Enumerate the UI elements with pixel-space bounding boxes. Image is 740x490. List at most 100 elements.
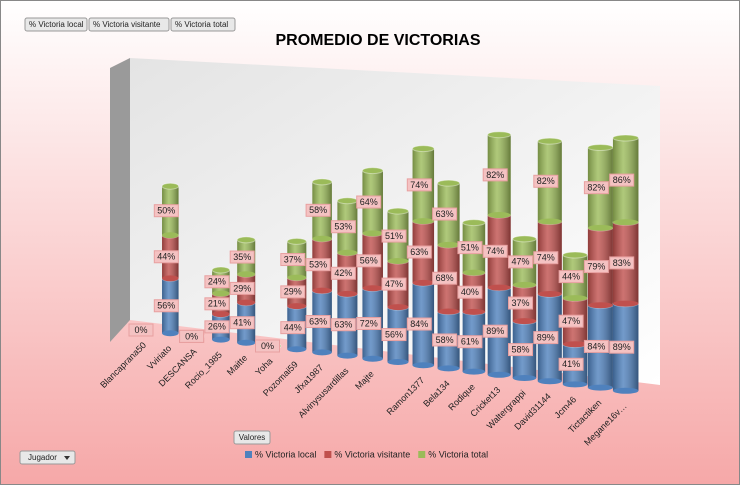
cylinder-bottom bbox=[287, 346, 307, 353]
cylinder-bottom bbox=[362, 355, 383, 362]
data-label-box bbox=[457, 285, 483, 299]
cylinder-bottom bbox=[237, 271, 256, 278]
data-label-text: 44% bbox=[562, 271, 580, 281]
row-button[interactable] bbox=[19, 450, 76, 465]
data-label-box bbox=[204, 275, 230, 289]
data-label: 24% bbox=[204, 275, 230, 289]
data-label: 40% bbox=[457, 285, 483, 299]
data-label: 47% bbox=[381, 277, 407, 291]
data-label-box bbox=[229, 281, 255, 295]
legend-swatch bbox=[324, 451, 332, 458]
cylinder-top bbox=[387, 207, 409, 215]
field-button[interactable] bbox=[170, 17, 236, 32]
data-label: 72% bbox=[356, 317, 382, 331]
cylinder-bottom bbox=[412, 279, 435, 286]
data-label-box bbox=[583, 260, 609, 274]
cylinder-top bbox=[161, 182, 180, 190]
cylinder-bottom bbox=[237, 339, 256, 346]
cylinder-top bbox=[236, 236, 256, 244]
cylinder-bottom bbox=[487, 371, 511, 378]
data-label: 41% bbox=[229, 316, 255, 330]
cylinder-bottom bbox=[537, 218, 562, 225]
cylinder-bottom bbox=[412, 362, 435, 369]
cylinder-bottom bbox=[587, 384, 613, 391]
data-label-box bbox=[128, 323, 154, 337]
cylinder-bottom bbox=[487, 284, 511, 291]
cylinder-bottom bbox=[412, 218, 435, 225]
data-label: 35% bbox=[229, 250, 255, 264]
values-button[interactable] bbox=[233, 430, 271, 445]
data-label-box bbox=[508, 296, 533, 310]
data-label-text: 63% bbox=[309, 316, 327, 326]
legend-swatch bbox=[418, 451, 426, 458]
data-label: 63% bbox=[305, 315, 331, 329]
chart-title: PROMEDIO DE VICTORIAS bbox=[275, 32, 480, 49]
cylinder-bottom bbox=[162, 330, 179, 337]
data-label-text: 0% bbox=[185, 331, 198, 341]
cylinder-bottom bbox=[287, 274, 307, 281]
data-label-text: 24% bbox=[208, 277, 226, 287]
data-label-box bbox=[153, 299, 179, 313]
data-label-box bbox=[482, 244, 508, 258]
data-label-text: 37% bbox=[511, 298, 529, 308]
cylinder-bottom bbox=[212, 336, 230, 343]
data-label-text: 58% bbox=[436, 335, 454, 345]
cylinder-top bbox=[612, 134, 639, 142]
field-button-label: % Victoria local bbox=[29, 20, 84, 29]
data-label-text: 74% bbox=[410, 180, 428, 190]
field-button[interactable] bbox=[24, 17, 88, 32]
cylinder-bottom bbox=[562, 341, 588, 348]
row-button-label: Jugador bbox=[28, 453, 57, 462]
data-label-text: 41% bbox=[233, 318, 251, 328]
data-label-box bbox=[330, 220, 356, 234]
cylinder-bottom bbox=[212, 311, 230, 318]
data-label-box bbox=[609, 173, 635, 187]
data-label: 79% bbox=[583, 260, 609, 274]
data-label-text: 82% bbox=[537, 176, 555, 186]
data-label-box bbox=[432, 271, 458, 285]
cylinder-bottom bbox=[462, 308, 486, 315]
data-label: 51% bbox=[381, 229, 407, 243]
side-wall bbox=[110, 58, 130, 342]
cylinder-bottom bbox=[237, 299, 256, 306]
data-label: 84% bbox=[406, 317, 432, 331]
cylinder-bottom bbox=[512, 281, 537, 288]
data-label-box bbox=[255, 339, 280, 353]
data-label: 63% bbox=[432, 207, 458, 221]
data-label-text: 53% bbox=[309, 260, 327, 270]
data-label: 42% bbox=[330, 266, 356, 280]
data-label-text: 56% bbox=[385, 329, 403, 339]
cylinder-bottom bbox=[387, 258, 409, 265]
legend-label: % Victoria local bbox=[255, 449, 316, 459]
data-label-text: 89% bbox=[613, 342, 631, 352]
cylinder-bottom bbox=[437, 241, 460, 248]
data-label-box bbox=[280, 321, 306, 335]
data-label-text: 72% bbox=[360, 318, 378, 328]
data-label-text: 56% bbox=[360, 256, 378, 266]
data-label: 47% bbox=[558, 314, 584, 328]
data-label: 47% bbox=[508, 255, 533, 269]
cylinder-bottom bbox=[387, 304, 409, 311]
data-label-text: 40% bbox=[461, 287, 479, 297]
data-label-text: 47% bbox=[511, 257, 529, 267]
data-label-box bbox=[533, 251, 559, 265]
data-label-text: 83% bbox=[613, 258, 631, 268]
data-label: 86% bbox=[609, 173, 635, 187]
data-label: 68% bbox=[432, 271, 458, 285]
data-label: 89% bbox=[533, 331, 559, 345]
data-label-text: 68% bbox=[436, 273, 454, 283]
data-label-box bbox=[229, 250, 255, 264]
data-label-box bbox=[330, 318, 356, 332]
cylinder-top bbox=[211, 266, 231, 274]
cylinder-bottom bbox=[612, 387, 639, 394]
data-label: 0% bbox=[179, 329, 205, 343]
data-label-text: 41% bbox=[562, 359, 580, 369]
data-label-text: 84% bbox=[410, 319, 428, 329]
data-label: 56% bbox=[381, 328, 407, 342]
field-button[interactable] bbox=[88, 17, 170, 32]
data-label-text: 47% bbox=[562, 316, 580, 326]
data-label-text: 84% bbox=[587, 341, 605, 351]
cylinder-bottom bbox=[312, 235, 332, 242]
cylinder-bottom bbox=[312, 349, 332, 356]
